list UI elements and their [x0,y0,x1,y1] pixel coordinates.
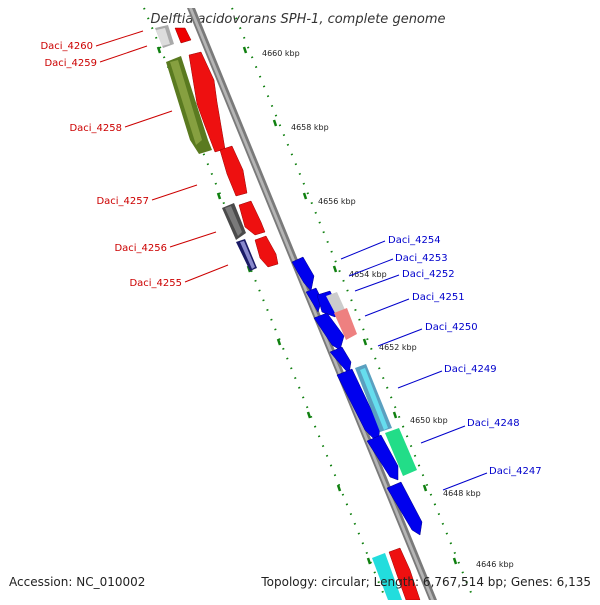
kbp-label: 4652 kbp [379,343,417,352]
gene-arrow-daci-4257 [219,145,248,197]
gene-label-daci-4251: Daci_4251 [412,292,465,303]
gene-arrow-bottom-cyan [372,553,402,600]
gene-label-daci-4250: Daci_4250 [425,322,478,333]
gene-arrow-daci-4252-grey [326,292,346,315]
gene-label-daci-4253: Daci_4253 [395,253,448,264]
gene-arrow-daci-4260 [174,27,192,44]
gene-arrow-daci-4255-navy-light [240,241,255,269]
gene-label-daci-4257: Daci_4257 [96,196,149,207]
gene-label-daci-4256: Daci_4256 [114,243,167,254]
gene-arrow-daci-4260-grey-light [156,28,170,46]
gene-label-daci-4255: Daci_4255 [129,278,182,289]
gene-arrow-daci-4249 [336,368,381,444]
gene-label-daci-4260: Daci_4260 [40,41,93,52]
gene-arrow-daci-4256 [238,200,266,236]
left-leader-lines [95,30,229,283]
gene-arrow-daci-4248 [366,434,399,481]
gene-arrow-daci-4251 [313,312,345,351]
gene-label-daci-4258: Daci_4258 [69,123,122,134]
kbp-label: 4646 kbp [476,560,514,569]
major-ticks [242,46,458,565]
gene-arrow-daci-4251-pink [334,308,357,340]
genome-backbone-highlight [189,8,434,600]
gene-label-daci-4252: Daci_4252 [402,269,455,280]
right-leader-lines [340,240,488,491]
accession-label: Accession: NC_010002 [9,575,145,589]
gene-label-daci-4259: Daci_4259 [44,58,97,69]
kbp-label: 4660 kbp [262,49,300,58]
gene-arrow-daci-4255 [254,235,279,268]
kbp-label: 4656 kbp [318,197,356,206]
gene-label-daci-4248: Daci_4248 [467,418,520,429]
gene-arrow-daci-4249-teal-light [360,368,388,430]
kbp-label: 4654 kbp [349,270,387,279]
kbp-label: 4648 kbp [443,489,481,498]
genome-summary: Topology: circular; Length: 6,767,514 bp… [260,575,591,589]
kbp-label: 4650 kbp [410,416,448,425]
gene-label-daci-4249: Daci_4249 [444,364,497,375]
gene-arrow-daci-4248-green [385,428,417,476]
kbp-label: 4658 kbp [291,123,329,132]
gene-label-daci-4247: Daci_4247 [489,466,542,477]
gene-arrow-daci-4250 [329,346,352,375]
gene-arrow-daci-4256-grey-light [225,206,242,236]
gene-arrow-daci-4247 [386,481,423,536]
gene-arrow-daci-4258-highlight [170,60,202,145]
map-title: Delftia acidovorans SPH-1, complete geno… [150,12,445,27]
right-tick-track [231,7,475,601]
gene-label-daci-4254: Daci_4254 [388,235,441,246]
